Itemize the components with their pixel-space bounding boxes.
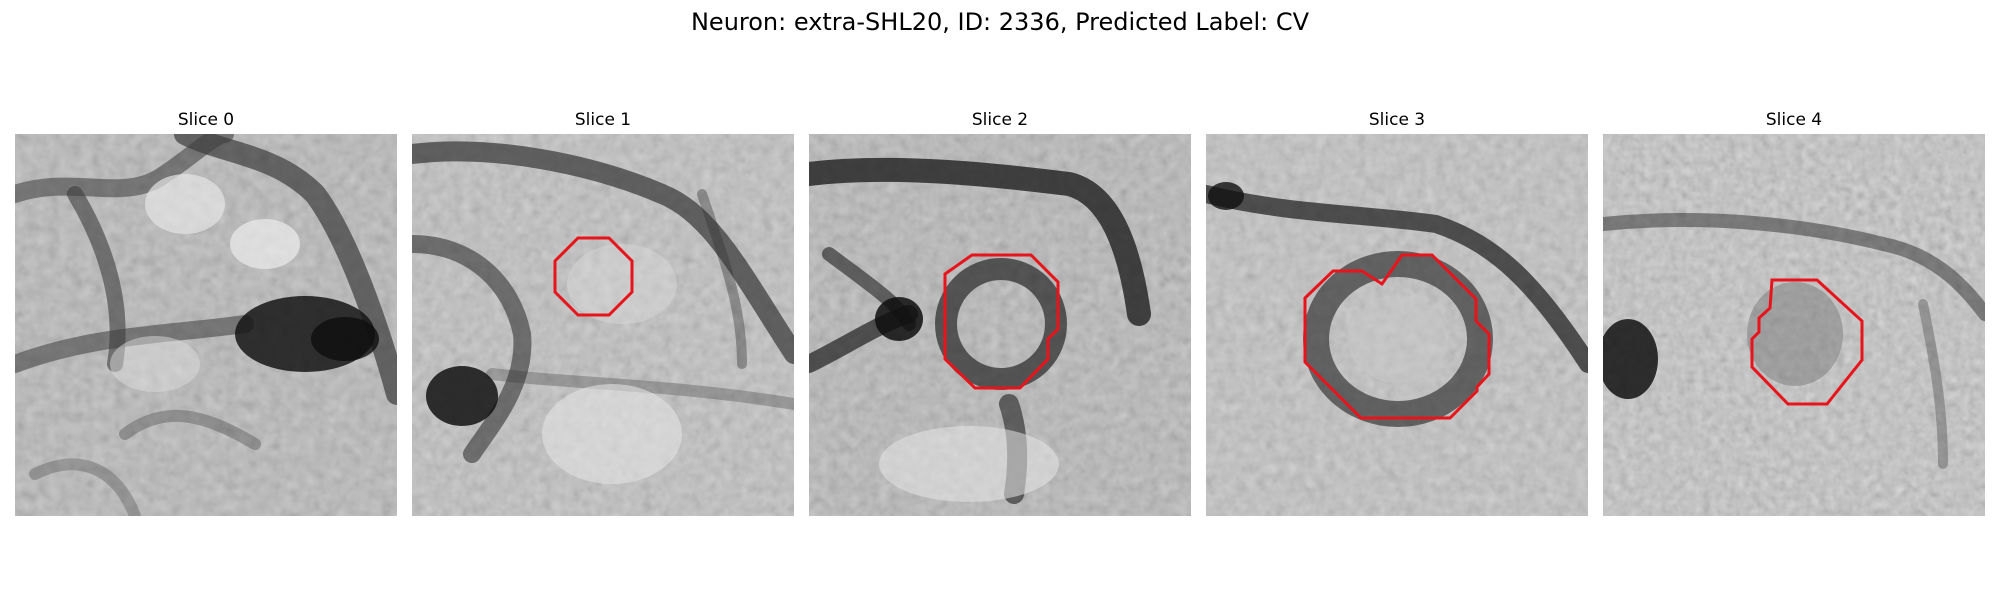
slice-image (15, 134, 397, 516)
neuron-outline (1750, 278, 1864, 406)
slice-title: Slice 3 (1368, 110, 1426, 130)
neuron-outline (943, 253, 1060, 390)
slice-title: Slice 2 (971, 110, 1029, 130)
slice-image (1603, 134, 1985, 516)
neuron-outline (553, 236, 634, 317)
neuron-outline (1303, 253, 1491, 420)
slice-title: Slice 4 (1765, 110, 1823, 130)
slice-title: Slice 0 (177, 110, 235, 130)
slice-title: Slice 1 (574, 110, 632, 130)
slice-image (1206, 134, 1588, 516)
slice-image (809, 134, 1191, 516)
figure-title: Neuron: extra-SHL20, ID: 2336, Predicted… (690, 8, 1310, 36)
slice-image (412, 134, 794, 516)
